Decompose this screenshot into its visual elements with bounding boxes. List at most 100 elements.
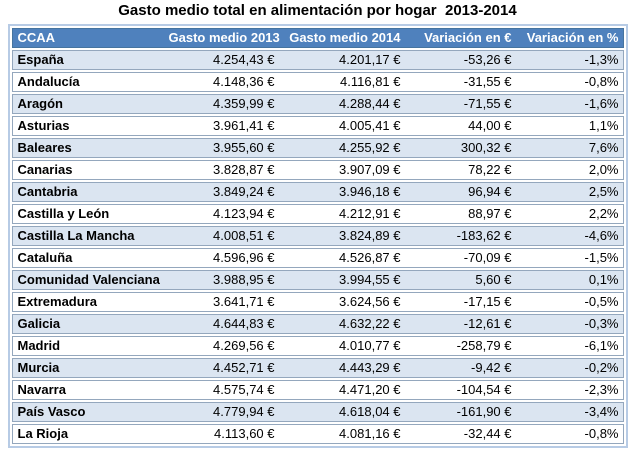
cell-gasto-2013: 3.988,95 € <box>213 272 275 287</box>
cell-gasto-2014: 4.010,77 € <box>339 338 401 353</box>
table-title: Gasto medio total en alimentación por ho… <box>118 2 517 19</box>
cell-gasto-2013: 3.641,71 € <box>213 294 275 309</box>
cell-gasto-2013: 4.123,94 € <box>213 206 275 221</box>
cell-gasto-2013: 3.849,24 € <box>213 184 275 199</box>
table-row: Aragón 4.359,99 € 4.288,44 € -71,55 € -1,6% <box>11 94 624 114</box>
cell-ccaa: Cataluña <box>17 250 73 265</box>
cell-gasto-2013: 4.008,51 € <box>213 228 275 243</box>
cell-gasto-2014: 4.201,17 € <box>339 52 401 67</box>
cell-variacion-pct: 2,0% <box>588 162 619 177</box>
column-header-ccaa: CCAA <box>17 30 56 45</box>
table-row: Cantabria 3.849,24 € 3.946,18 € 96,94 € 2,5% <box>11 182 624 202</box>
table-row: Castilla y León 4.123,94 € 4.212,91 € 88,97… <box>11 204 624 224</box>
table-row: Navarra 4.575,74 € 4.471,20 € -104,54 € -2,3… <box>11 380 624 400</box>
cell-variacion-pct: 7,6% <box>588 140 619 155</box>
cell-gasto-2014: 3.824,89 € <box>339 228 401 243</box>
cell-variacion-pct: -4,6% <box>584 228 619 243</box>
cell-gasto-2014: 4.471,20 € <box>339 382 401 397</box>
table-row: España 4.254,43 € 4.201,17 € -53,26 € -1,3% <box>11 50 624 70</box>
cell-gasto-2014: 3.624,56 € <box>339 294 401 309</box>
column-header-gasto-2013: Gasto medio 2013 <box>168 30 280 45</box>
cell-variacion-euro: -9,42 € <box>471 360 512 375</box>
cell-ccaa: Castilla y León <box>17 206 110 221</box>
cell-variacion-euro: 88,97 € <box>468 206 512 221</box>
cell-gasto-2014: 4.005,41 € <box>339 118 401 133</box>
column-header-gasto-2014: Gasto medio 2014 <box>289 30 401 45</box>
cell-gasto-2013: 4.452,71 € <box>213 360 275 375</box>
cell-variacion-euro: -258,79 € <box>456 338 512 353</box>
cell-variacion-euro: -31,55 € <box>463 74 512 89</box>
cell-ccaa: La Rioja <box>17 426 69 441</box>
cell-variacion-euro: -161,90 € <box>456 404 512 419</box>
cell-variacion-euro: -53,26 € <box>463 52 512 67</box>
cell-ccaa: Andalucía <box>17 74 80 89</box>
cell-ccaa: Canarias <box>17 162 73 177</box>
table-row: Baleares 3.955,60 € 4.255,92 € 300,32 € 7,6% <box>11 138 624 158</box>
cell-gasto-2013: 4.148,36 € <box>213 74 275 89</box>
cell-variacion-euro: 44,00 € <box>468 118 512 133</box>
table-row: País Vasco 4.779,94 € 4.618,04 € -161,90 € -… <box>11 402 624 422</box>
cell-gasto-2013: 4.254,43 € <box>213 52 275 67</box>
cell-gasto-2014: 3.946,18 € <box>339 184 401 199</box>
cell-ccaa: España <box>17 52 64 67</box>
cell-variacion-pct: -2,3% <box>584 382 619 397</box>
cell-variacion-pct: -0,8% <box>584 74 619 89</box>
table-row: Galicia 4.644,83 € 4.632,22 € -12,61 € -0,3% <box>11 314 624 334</box>
cell-variacion-euro: -70,09 € <box>463 250 512 265</box>
table-row: La Rioja 4.113,60 € 4.081,16 € -32,44 € -0,8… <box>11 424 624 444</box>
table-row: Canarias 3.828,87 € 3.907,09 € 78,22 € 2,0% <box>11 160 624 180</box>
expense-table: CCAA Gasto medio 2013 Gasto medio 2014 V… <box>7 24 628 448</box>
cell-gasto-2013: 4.779,94 € <box>213 404 275 419</box>
cell-gasto-2013: 4.113,60 € <box>214 426 275 441</box>
cell-gasto-2014: 4.255,92 € <box>339 140 401 155</box>
table-body: España 4.254,43 € 4.201,17 € -53,26 € -1,3% A… <box>11 50 624 444</box>
table-row: Comunidad Valenciana 3.988,95 € 3.994,55 €… <box>11 270 624 290</box>
cell-gasto-2014: 4.116,81 € <box>340 74 401 89</box>
cell-ccaa: Baleares <box>17 140 72 155</box>
cell-variacion-pct: 2,2% <box>588 206 619 221</box>
cell-variacion-euro: 5,60 € <box>475 272 512 287</box>
cell-gasto-2014: 4.081,16 € <box>339 426 401 441</box>
cell-gasto-2014: 4.288,44 € <box>339 96 401 111</box>
cell-gasto-2014: 3.994,55 € <box>339 272 401 287</box>
table-row: Andalucía 4.148,36 € 4.116,81 € -31,55 € -0,… <box>11 72 624 92</box>
cell-variacion-pct: -3,4% <box>584 404 619 419</box>
cell-ccaa: Cantabria <box>17 184 78 199</box>
cell-gasto-2014: 4.632,22 € <box>339 316 401 331</box>
cell-variacion-euro: -12,61 € <box>463 316 512 331</box>
table-row: Madrid 4.269,56 € 4.010,77 € -258,79 € -6,1% <box>11 336 624 356</box>
cell-variacion-euro: -17,15 € <box>463 294 512 309</box>
cell-variacion-pct: 0,1% <box>588 272 619 287</box>
cell-variacion-pct: -0,3% <box>584 316 619 331</box>
cell-gasto-2013: 4.596,96 € <box>213 250 275 265</box>
cell-variacion-pct: -6,1% <box>584 338 619 353</box>
cell-gasto-2014: 4.618,04 € <box>339 404 401 419</box>
column-header-variacion-pct: Variación en % <box>526 30 619 45</box>
table-row: Murcia 4.452,71 € 4.443,29 € -9,42 € -0,2% <box>11 358 624 378</box>
cell-gasto-2014: 4.526,87 € <box>339 250 401 265</box>
cell-variacion-euro: 300,32 € <box>460 140 512 155</box>
cell-variacion-pct: -0,8% <box>584 426 619 441</box>
cell-variacion-pct: -1,3% <box>584 52 619 67</box>
cell-ccaa: Castilla La Mancha <box>17 228 135 243</box>
cell-variacion-pct: 2,5% <box>588 184 619 199</box>
cell-variacion-euro: -71,55 € <box>463 96 512 111</box>
cell-variacion-pct: -1,6% <box>584 96 619 111</box>
cell-ccaa: Extremadura <box>17 294 97 309</box>
cell-gasto-2013: 3.828,87 € <box>213 162 275 177</box>
table-row: Asturias 3.961,41 € 4.005,41 € 44,00 € 1,1% <box>11 116 624 136</box>
cell-gasto-2014: 4.443,29 € <box>339 360 401 375</box>
cell-gasto-2014: 4.212,91 € <box>339 206 401 221</box>
page: Gasto medio total en alimentación por ho… <box>7 2 628 448</box>
cell-ccaa: Madrid <box>17 338 61 353</box>
table-header-row: CCAA Gasto medio 2013 Gasto medio 2014 V… <box>11 28 624 48</box>
cell-ccaa: Aragón <box>17 96 64 111</box>
cell-ccaa: Asturias <box>17 118 70 133</box>
cell-variacion-pct: -0,2% <box>584 360 619 375</box>
cell-variacion-euro: 78,22 € <box>468 162 512 177</box>
column-header-variacion-euro: Variación en € <box>424 30 512 45</box>
cell-variacion-pct: 1,1% <box>588 118 619 133</box>
cell-variacion-euro: -183,62 € <box>456 228 512 243</box>
cell-variacion-euro: -104,54 € <box>456 382 512 397</box>
cell-ccaa: Murcia <box>17 360 60 375</box>
